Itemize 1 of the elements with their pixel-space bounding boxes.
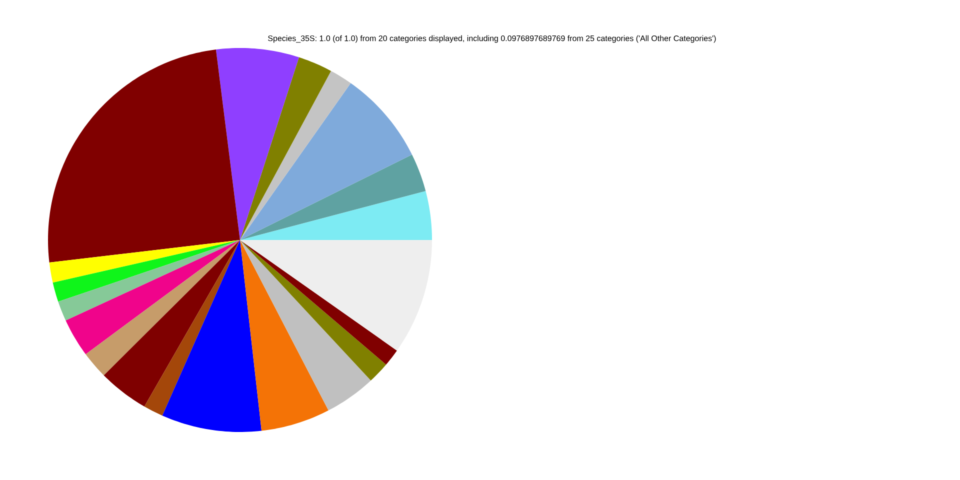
text: Species_35S: 1.0 (of 1.0) from 20 categories displayed, including 0.0976897689769 from 25 categories ('All Other Categories') xyxy=(268,35,716,43)
